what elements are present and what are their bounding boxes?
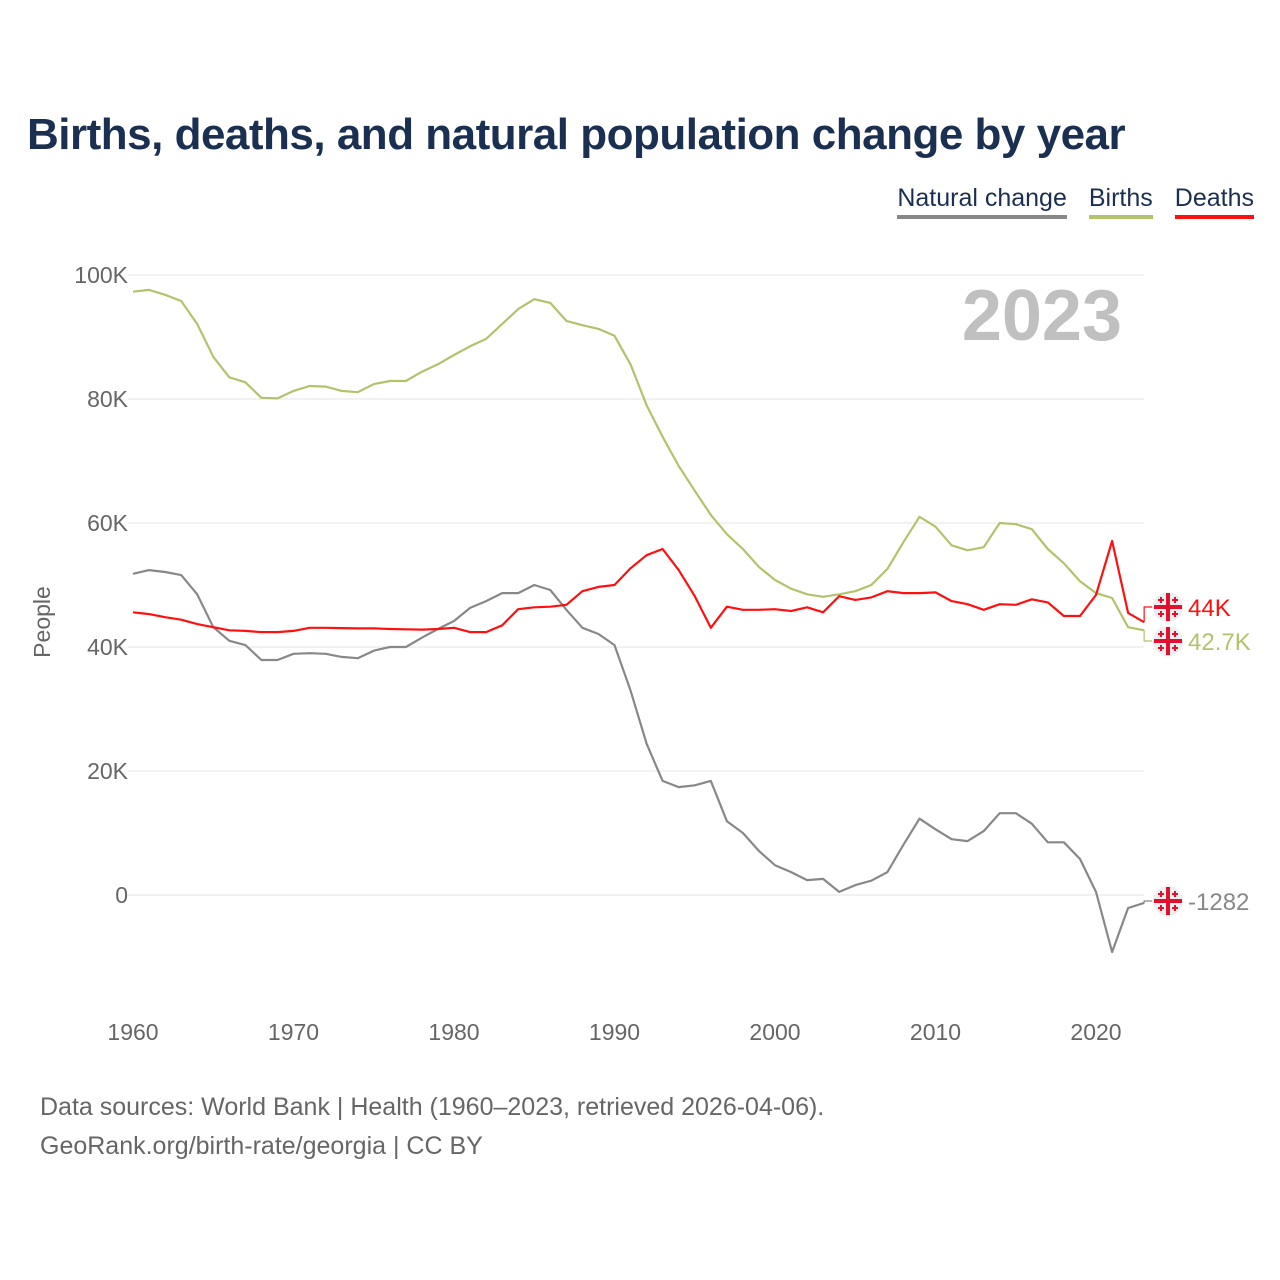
georgia-flag-icon	[1153, 626, 1183, 656]
legend-natural-change[interactable]: Natural change	[897, 184, 1067, 219]
y-tick-label: 100K	[74, 262, 128, 288]
source-line-1: Data sources: World Bank | Health (1960–…	[40, 1093, 825, 1121]
chart-title: Births, deaths, and natural population c…	[27, 110, 1126, 159]
end-connector	[1143, 630, 1153, 642]
x-tick-label: 2020	[1070, 1019, 1121, 1045]
x-tick-label: 1970	[268, 1019, 319, 1045]
series-line-natural-change	[132, 568, 1145, 954]
y-tick-label: 40K	[87, 634, 129, 660]
source-note: Data sources: World Bank | Health (1960–…	[40, 1088, 824, 1166]
end-connector	[1143, 606, 1153, 623]
series-line-deaths	[132, 539, 1145, 634]
x-tick-label: 1990	[589, 1019, 640, 1045]
y-tick-label: 20K	[87, 758, 129, 784]
source-line-2: GeoRank.org/birth-rate/georgia | CC BY	[40, 1132, 483, 1160]
georgia-flag-icon	[1153, 592, 1183, 622]
georgia-flag-icon	[1153, 886, 1183, 916]
legend: Natural change Births Deaths	[897, 184, 1254, 219]
y-axis-label: People	[29, 586, 55, 658]
x-tick-label: 1980	[428, 1019, 479, 1045]
year-watermark: 2023	[962, 276, 1122, 356]
x-tick-label: 2010	[910, 1019, 961, 1045]
x-tick-label: 2000	[749, 1019, 800, 1045]
series-line-births	[132, 288, 1145, 632]
legend-births[interactable]: Births	[1088, 184, 1153, 219]
end-value-label: 44K	[1188, 595, 1231, 622]
end-value-label: 42.7K	[1188, 629, 1251, 656]
y-tick-label: 0	[115, 882, 128, 908]
end-connector	[1143, 900, 1153, 903]
y-tick-label: 60K	[87, 510, 129, 536]
end-value-label: -1282	[1188, 889, 1249, 916]
legend-deaths[interactable]: Deaths	[1174, 184, 1254, 219]
y-tick-label: 80K	[87, 386, 129, 412]
x-tick-label: 1960	[107, 1019, 158, 1045]
